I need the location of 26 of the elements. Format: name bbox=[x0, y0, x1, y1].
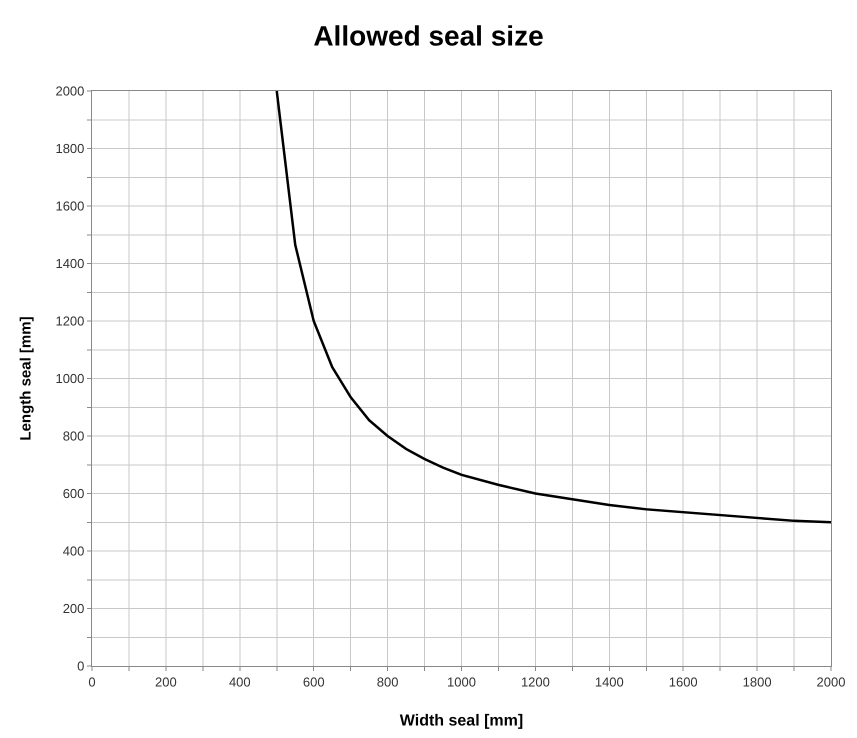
x-tick-label: 2000 bbox=[816, 674, 846, 690]
x-tick-label: 400 bbox=[228, 674, 251, 690]
y-tick-label: 800 bbox=[62, 428, 84, 444]
x-tick-label: 200 bbox=[155, 674, 177, 690]
x-tick-label: 1000 bbox=[447, 674, 476, 690]
y-axis-title: Length seal [mm] bbox=[18, 316, 35, 441]
y-tick-label: 200 bbox=[62, 601, 84, 616]
x-tick-label: 1800 bbox=[742, 674, 772, 690]
y-tick-label: 400 bbox=[62, 544, 84, 559]
x-tick-label: 1600 bbox=[668, 674, 698, 690]
y-tick-label: 600 bbox=[62, 486, 84, 502]
y-tick-label: 1000 bbox=[55, 371, 84, 386]
y-tick-label: 2000 bbox=[55, 84, 84, 99]
x-tick-label: 1200 bbox=[520, 674, 550, 690]
y-tick-label: 1800 bbox=[55, 141, 84, 156]
x-tick-label: 800 bbox=[376, 674, 398, 690]
y-tick-label: 1400 bbox=[55, 256, 84, 272]
y-tick-label: 0 bbox=[77, 658, 84, 674]
line-series bbox=[276, 91, 831, 524]
x-tick-label: 0 bbox=[88, 674, 96, 690]
y-tick-label: 1600 bbox=[55, 198, 84, 214]
x-tick-label: 600 bbox=[302, 674, 325, 690]
chart-title: Allowed seal size bbox=[313, 20, 544, 52]
x-tick-label: 1400 bbox=[594, 674, 624, 690]
y-tick-label: 1200 bbox=[55, 314, 84, 329]
x-axis-title: Width seal [mm] bbox=[400, 712, 524, 730]
